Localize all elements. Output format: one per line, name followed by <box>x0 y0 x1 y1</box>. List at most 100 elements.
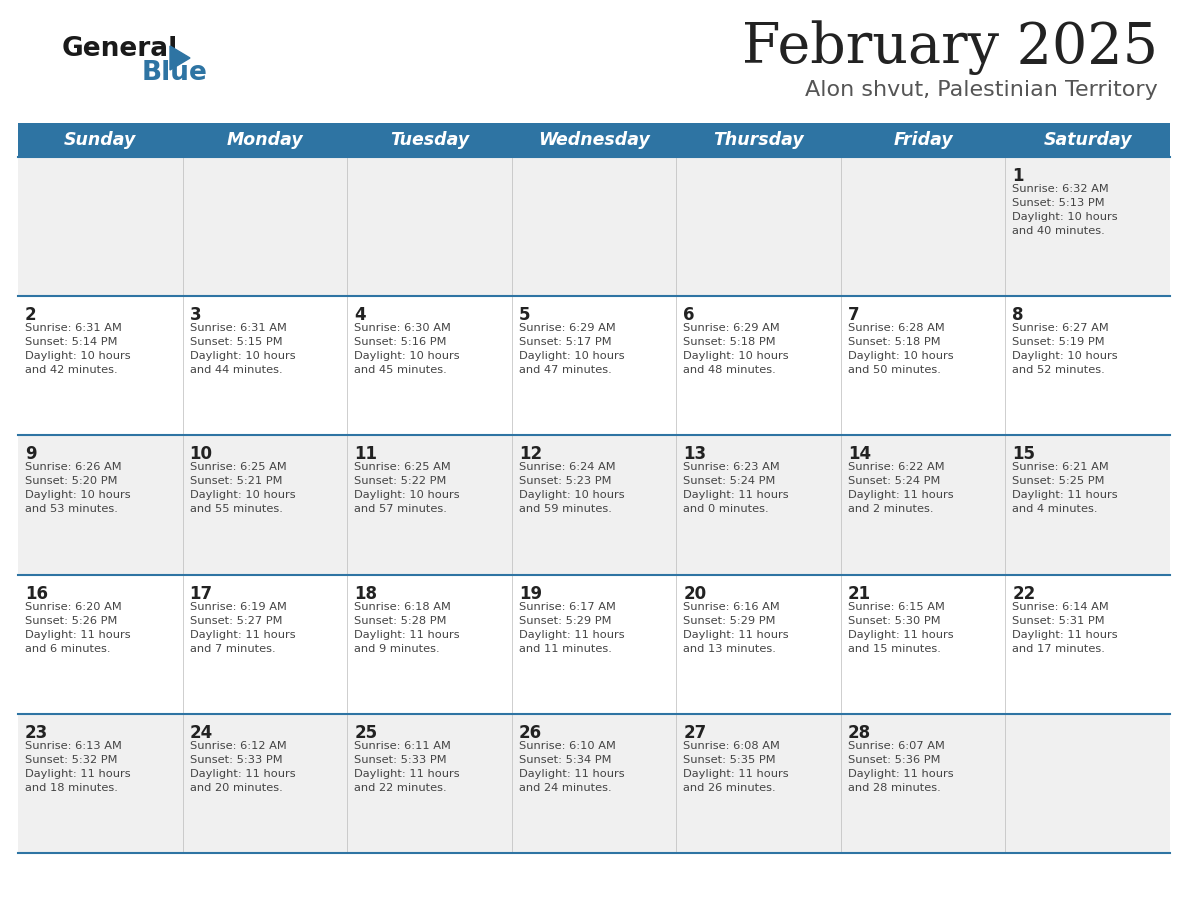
Text: Daylight: 11 hours: Daylight: 11 hours <box>354 768 460 778</box>
Text: Sunrise: 6:14 AM: Sunrise: 6:14 AM <box>1012 601 1110 611</box>
Text: and 2 minutes.: and 2 minutes. <box>848 504 934 514</box>
Text: Sunset: 5:26 PM: Sunset: 5:26 PM <box>25 616 118 625</box>
Text: Wednesday: Wednesday <box>538 131 650 149</box>
Text: 6: 6 <box>683 307 695 324</box>
Text: and 15 minutes.: and 15 minutes. <box>848 644 941 654</box>
Text: Daylight: 10 hours: Daylight: 10 hours <box>519 352 625 361</box>
Text: Sunrise: 6:32 AM: Sunrise: 6:32 AM <box>1012 184 1110 194</box>
Text: Sunset: 5:13 PM: Sunset: 5:13 PM <box>1012 198 1105 208</box>
Text: Daylight: 11 hours: Daylight: 11 hours <box>1012 490 1118 500</box>
Text: Sunrise: 6:08 AM: Sunrise: 6:08 AM <box>683 741 781 751</box>
Text: 17: 17 <box>190 585 213 602</box>
Text: Sunset: 5:18 PM: Sunset: 5:18 PM <box>848 337 941 347</box>
Text: Friday: Friday <box>893 131 953 149</box>
Text: Daylight: 11 hours: Daylight: 11 hours <box>25 630 131 640</box>
Text: 11: 11 <box>354 445 377 464</box>
Text: and 53 minutes.: and 53 minutes. <box>25 504 118 514</box>
Text: and 40 minutes.: and 40 minutes. <box>1012 226 1105 236</box>
Text: 4: 4 <box>354 307 366 324</box>
Text: 24: 24 <box>190 723 213 742</box>
Text: Daylight: 11 hours: Daylight: 11 hours <box>354 630 460 640</box>
Text: 2: 2 <box>25 307 37 324</box>
Text: Daylight: 11 hours: Daylight: 11 hours <box>683 630 789 640</box>
Text: Daylight: 11 hours: Daylight: 11 hours <box>683 490 789 500</box>
Bar <box>18 123 1170 157</box>
Text: and 0 minutes.: and 0 minutes. <box>683 504 769 514</box>
Text: 3: 3 <box>190 307 201 324</box>
Text: Daylight: 11 hours: Daylight: 11 hours <box>1012 630 1118 640</box>
Text: Sunrise: 6:10 AM: Sunrise: 6:10 AM <box>519 741 615 751</box>
Text: and 17 minutes.: and 17 minutes. <box>1012 644 1105 654</box>
Text: and 52 minutes.: and 52 minutes. <box>1012 365 1105 375</box>
Text: 13: 13 <box>683 445 707 464</box>
Text: Sunset: 5:17 PM: Sunset: 5:17 PM <box>519 337 612 347</box>
Text: February 2025: February 2025 <box>742 20 1158 75</box>
Text: Sunset: 5:28 PM: Sunset: 5:28 PM <box>354 616 447 625</box>
Text: Daylight: 11 hours: Daylight: 11 hours <box>190 630 295 640</box>
Text: and 13 minutes.: and 13 minutes. <box>683 644 776 654</box>
Text: and 47 minutes.: and 47 minutes. <box>519 365 612 375</box>
Text: Daylight: 10 hours: Daylight: 10 hours <box>519 490 625 500</box>
Text: Sunrise: 6:17 AM: Sunrise: 6:17 AM <box>519 601 615 611</box>
Text: and 24 minutes.: and 24 minutes. <box>519 783 612 793</box>
Text: Sunset: 5:16 PM: Sunset: 5:16 PM <box>354 337 447 347</box>
Text: Sunset: 5:34 PM: Sunset: 5:34 PM <box>519 755 611 765</box>
Text: 28: 28 <box>848 723 871 742</box>
Text: Sunrise: 6:23 AM: Sunrise: 6:23 AM <box>683 463 781 473</box>
Text: 10: 10 <box>190 445 213 464</box>
Text: Sunset: 5:36 PM: Sunset: 5:36 PM <box>848 755 941 765</box>
Text: Sunset: 5:24 PM: Sunset: 5:24 PM <box>683 476 776 487</box>
Text: 5: 5 <box>519 307 530 324</box>
Text: Sunset: 5:24 PM: Sunset: 5:24 PM <box>848 476 940 487</box>
Text: 14: 14 <box>848 445 871 464</box>
Text: Sunset: 5:35 PM: Sunset: 5:35 PM <box>683 755 776 765</box>
Text: Sunset: 5:18 PM: Sunset: 5:18 PM <box>683 337 776 347</box>
Text: Sunset: 5:27 PM: Sunset: 5:27 PM <box>190 616 282 625</box>
Text: 20: 20 <box>683 585 707 602</box>
Text: Daylight: 10 hours: Daylight: 10 hours <box>1012 212 1118 222</box>
Text: Sunset: 5:15 PM: Sunset: 5:15 PM <box>190 337 283 347</box>
Text: Sunrise: 6:15 AM: Sunrise: 6:15 AM <box>848 601 944 611</box>
Text: Sunrise: 6:07 AM: Sunrise: 6:07 AM <box>848 741 944 751</box>
Text: Daylight: 10 hours: Daylight: 10 hours <box>25 490 131 500</box>
Text: Daylight: 10 hours: Daylight: 10 hours <box>848 352 954 361</box>
Text: Sunset: 5:29 PM: Sunset: 5:29 PM <box>519 616 611 625</box>
Text: and 18 minutes.: and 18 minutes. <box>25 783 118 793</box>
Text: 25: 25 <box>354 723 378 742</box>
Text: Sunrise: 6:25 AM: Sunrise: 6:25 AM <box>190 463 286 473</box>
Polygon shape <box>170 46 190 70</box>
Text: and 22 minutes.: and 22 minutes. <box>354 783 447 793</box>
Text: Daylight: 11 hours: Daylight: 11 hours <box>190 768 295 778</box>
Text: Sunrise: 6:12 AM: Sunrise: 6:12 AM <box>190 741 286 751</box>
Text: and 44 minutes.: and 44 minutes. <box>190 365 283 375</box>
Text: and 55 minutes.: and 55 minutes. <box>190 504 283 514</box>
Text: 15: 15 <box>1012 445 1036 464</box>
Text: and 59 minutes.: and 59 minutes. <box>519 504 612 514</box>
Bar <box>18 714 1170 853</box>
Text: Saturday: Saturday <box>1043 131 1132 149</box>
Text: Daylight: 10 hours: Daylight: 10 hours <box>1012 352 1118 361</box>
Text: Sunrise: 6:27 AM: Sunrise: 6:27 AM <box>1012 323 1110 333</box>
Text: Alon shvut, Palestinian Territory: Alon shvut, Palestinian Territory <box>805 80 1158 100</box>
Text: Sunset: 5:21 PM: Sunset: 5:21 PM <box>190 476 282 487</box>
Text: Daylight: 11 hours: Daylight: 11 hours <box>683 768 789 778</box>
Text: Sunset: 5:20 PM: Sunset: 5:20 PM <box>25 476 118 487</box>
Text: and 9 minutes.: and 9 minutes. <box>354 644 440 654</box>
Text: Sunset: 5:32 PM: Sunset: 5:32 PM <box>25 755 118 765</box>
Text: 9: 9 <box>25 445 37 464</box>
Text: Sunrise: 6:16 AM: Sunrise: 6:16 AM <box>683 601 781 611</box>
Text: and 48 minutes.: and 48 minutes. <box>683 365 776 375</box>
Text: Sunday: Sunday <box>64 131 137 149</box>
Bar <box>18 297 1170 435</box>
Text: Blue: Blue <box>143 60 208 86</box>
Text: Sunset: 5:19 PM: Sunset: 5:19 PM <box>1012 337 1105 347</box>
Text: 21: 21 <box>848 585 871 602</box>
Text: Sunrise: 6:11 AM: Sunrise: 6:11 AM <box>354 741 451 751</box>
Text: Sunrise: 6:29 AM: Sunrise: 6:29 AM <box>683 323 781 333</box>
Text: and 11 minutes.: and 11 minutes. <box>519 644 612 654</box>
Text: Daylight: 11 hours: Daylight: 11 hours <box>25 768 131 778</box>
Text: 27: 27 <box>683 723 707 742</box>
Text: Sunrise: 6:18 AM: Sunrise: 6:18 AM <box>354 601 451 611</box>
Text: and 28 minutes.: and 28 minutes. <box>848 783 941 793</box>
Text: Sunrise: 6:20 AM: Sunrise: 6:20 AM <box>25 601 121 611</box>
